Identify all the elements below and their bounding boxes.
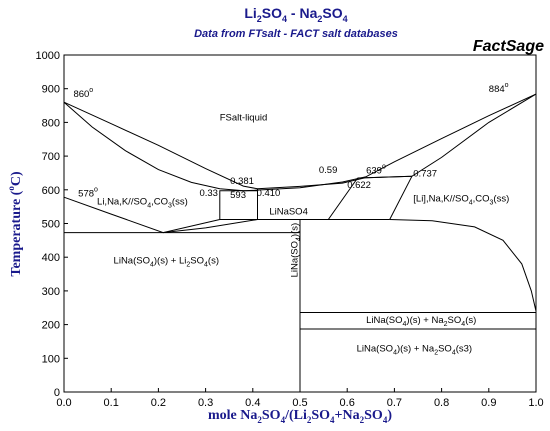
x-tick-label: 0.4	[245, 397, 260, 409]
annotation-label: 884o	[489, 82, 509, 95]
y-tick-label: 200	[42, 320, 60, 332]
annotation-label: 578o	[78, 187, 98, 200]
phase-boundary-line	[163, 219, 258, 234]
y-tick-label: 600	[42, 185, 60, 197]
annotation-label: 0.737	[413, 168, 437, 179]
annotation-label: 0.33	[199, 188, 218, 199]
y-tick-label: 500	[42, 219, 60, 231]
chart-subtitle: Data from FTsalt - FACT salt databases	[194, 28, 398, 40]
annotation-label: LiNa(SO4)(s) + Na2SO4(s)	[366, 315, 476, 328]
y-tick-label: 900	[42, 84, 60, 96]
phase-boundary-line	[243, 93, 537, 192]
x-axis-title: mole Na2SO4/(Li2SO4+Na2SO4)	[208, 408, 392, 425]
brand-label: FactSage	[473, 38, 544, 55]
x-tick-label: 0.3	[198, 397, 213, 409]
annotation-label: LiNaSO4	[269, 206, 308, 217]
phase-boundary-line	[63, 196, 220, 234]
annotation-label: 639o	[366, 164, 386, 177]
y-tick-label: 100	[42, 353, 60, 365]
phase-boundary-line	[357, 175, 413, 220]
y-tick-label: 400	[42, 252, 60, 264]
annotation-label: 0.622	[347, 180, 371, 191]
x-tick-label: 0.7	[387, 397, 402, 409]
phase-boundary-line	[389, 219, 537, 312]
annotation-label: LiNa(SO4)(s)	[290, 223, 303, 278]
annotation-label: LiNa(SO4)(s) + Na2SO4(s3)	[357, 344, 472, 357]
annotation-label: LiNa(SO4)(s) + Li2SO4(s)	[114, 255, 219, 268]
x-tick-label: 0.6	[340, 397, 355, 409]
annotation-label: [Li],Na,K//SO4,CO3(ss)	[413, 194, 509, 207]
y-tick-label: 300	[42, 286, 60, 298]
annotation-label: 860o	[73, 87, 93, 100]
x-tick-label: 0.8	[434, 397, 449, 409]
x-tick-label: 0.9	[481, 397, 496, 409]
chart-title: Li2SO4 - Na2SO4	[244, 5, 347, 24]
phase-boundary-line	[257, 93, 537, 190]
phase-boundaries	[63, 93, 537, 392]
x-tick-label: 0.5	[292, 397, 307, 409]
x-tick-label: 0.1	[104, 397, 119, 409]
annotation-label: 0.410	[257, 188, 281, 199]
x-tick-label: 0.0	[56, 397, 71, 409]
phase-boundary-line	[63, 101, 258, 190]
annotation-label: Li,Na,K//SO4,CO3(ss)	[97, 196, 188, 209]
y-tick-label: 0	[54, 387, 60, 399]
x-tick-label: 1.0	[528, 397, 543, 409]
annotation-label: FSalt-liquid	[220, 113, 268, 124]
y-tick-label: 1000	[36, 50, 60, 62]
x-tick-label: 0.2	[151, 397, 166, 409]
annotation-label: 0.381	[230, 176, 254, 187]
y-tick-label: 700	[42, 151, 60, 163]
annotations: 860o 884o 578o 0.381 0.33 593 0.410 0.59 639o 0.7…	[73, 82, 509, 356]
y-tick-label: 800	[42, 117, 60, 129]
annotation-label: 0.59	[319, 165, 338, 176]
y-axis-title: Temperature (oC)	[6, 171, 24, 277]
phase-boundary-line	[63, 101, 244, 192]
x-axis: 0.0 0.1 0.2 0.3 0.4 0.5 0.6 0.7 0.8 0.9 1.0	[56, 388, 544, 409]
annotation-label: 593	[230, 190, 246, 201]
y-axis: 0 100 200 300 400 500 600 700 800 900 1000	[36, 50, 68, 399]
